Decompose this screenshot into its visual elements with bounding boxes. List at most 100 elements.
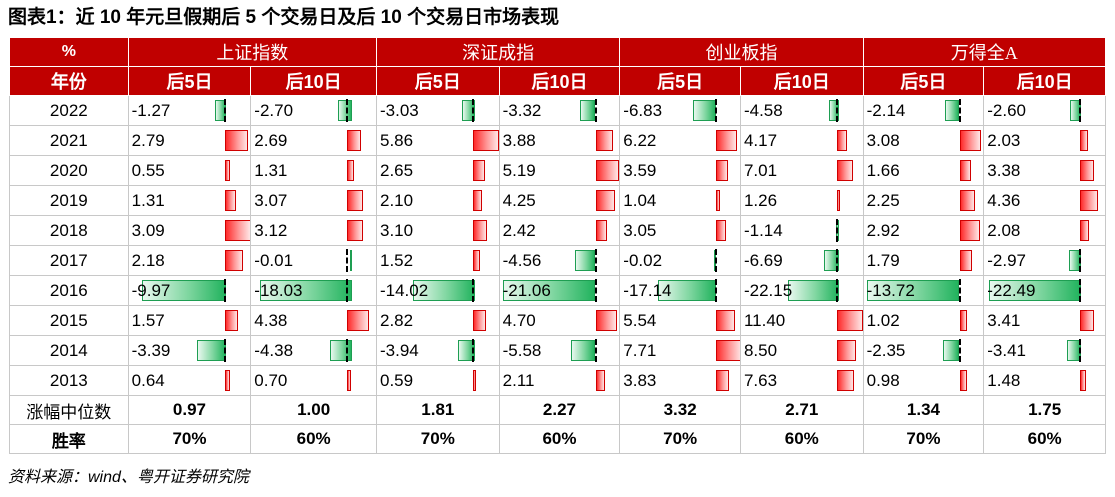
value-cell: 2.65 <box>375 155 500 186</box>
value-label: 1.79 <box>866 251 900 270</box>
value-label: -21.06 <box>502 281 551 300</box>
value-label: 4.17 <box>743 131 778 150</box>
value-cell: 1.02 <box>862 305 985 336</box>
value-cell: 4.70 <box>498 305 621 336</box>
positive-data-bar <box>836 130 847 151</box>
value-cell: 1.66 <box>862 155 985 186</box>
value-cell: 2.82 <box>375 305 500 336</box>
bar-axis-line <box>594 249 597 272</box>
value-cell: 1.48 <box>983 365 1106 396</box>
winrate-row: 胜率 70% 60% 70% 60% 70% 60% 70% 60% <box>9 424 1106 454</box>
positive-data-bar <box>595 130 613 151</box>
winrate-value: 60% <box>498 424 621 454</box>
value-cell: -6.83 <box>619 95 741 126</box>
value-label: 4.70 <box>502 311 536 330</box>
value-label: 2.92 <box>866 221 900 240</box>
value-label: 3.05 <box>623 221 657 240</box>
value-label: 4.38 <box>254 311 288 330</box>
year-cell: 2017 <box>9 245 129 276</box>
value-label: 5.86 <box>379 131 414 150</box>
value-label: 5.19 <box>502 161 536 180</box>
value-label: 3.12 <box>254 221 288 240</box>
bar-axis-line <box>958 339 961 362</box>
value-label: 2.82 <box>379 311 414 330</box>
median-value: 2.71 <box>739 395 864 425</box>
value-cell: -4.56 <box>498 245 621 276</box>
value-cell: 4.36 <box>983 185 1106 216</box>
value-label: 2.65 <box>379 161 414 180</box>
positive-data-bar <box>595 370 605 391</box>
value-label: -2.97 <box>987 251 1027 270</box>
positive-data-bar <box>959 370 967 391</box>
value-cell: 2.10 <box>375 185 500 216</box>
positive-data-bar <box>224 250 243 271</box>
value-cell: 1.26 <box>739 185 864 216</box>
bar-axis-line <box>471 339 474 362</box>
positive-data-bar <box>595 190 615 211</box>
winrate-value: 60% <box>983 424 1106 454</box>
value-label: 0.70 <box>254 371 288 390</box>
year-cell: 2014 <box>9 335 129 366</box>
bar-axis-line <box>1079 339 1082 362</box>
positive-data-bar <box>1080 310 1095 331</box>
value-label: 3.59 <box>623 161 657 180</box>
value-label: -18.03 <box>254 281 303 300</box>
value-label: 0.55 <box>131 161 165 180</box>
period-header: 后5日 <box>862 66 985 96</box>
median-value: 1.75 <box>983 395 1106 425</box>
year-cell: 2021 <box>9 125 129 156</box>
value-label: 2.25 <box>866 191 900 210</box>
value-label: -13.72 <box>866 281 915 300</box>
value-label: -3.32 <box>502 101 542 120</box>
value-label: -22.15 <box>743 281 793 300</box>
positive-data-bar <box>1080 190 1099 211</box>
positive-data-bar <box>347 130 362 151</box>
positive-data-bar <box>347 310 370 331</box>
positive-data-bar <box>472 130 499 151</box>
positive-data-bar <box>347 220 364 241</box>
value-cell: -3.03 <box>375 95 500 126</box>
value-label: 3.88 <box>502 131 536 150</box>
positive-data-bar <box>836 340 856 361</box>
positive-data-bar <box>224 310 238 331</box>
year-cell: 2016 <box>9 275 129 306</box>
value-cell: -3.94 <box>375 335 500 366</box>
group-header: 上证指数 <box>127 37 377 67</box>
bar-axis-line <box>1079 249 1082 272</box>
winrate-value: 70% <box>127 424 252 454</box>
value-label: 5.54 <box>623 311 657 330</box>
winrate-value: 70% <box>375 424 500 454</box>
bar-axis-line <box>346 99 349 122</box>
positive-data-bar <box>595 220 607 241</box>
value-label: -3.41 <box>987 341 1027 360</box>
period-header: 后10日 <box>498 66 621 96</box>
period-header: 后5日 <box>619 66 741 96</box>
positive-data-bar <box>472 190 482 211</box>
value-label: 0.98 <box>866 371 900 390</box>
negative-data-bar <box>461 100 475 121</box>
bar-axis-line <box>835 99 838 122</box>
value-label: -22.49 <box>987 281 1036 300</box>
value-cell: -3.32 <box>498 95 621 126</box>
bar-axis-line <box>223 279 226 302</box>
negative-data-bar <box>215 100 227 121</box>
group-header: 创业板指 <box>619 37 864 67</box>
value-cell: 3.12 <box>250 215 377 246</box>
value-cell: -13.72 <box>862 275 985 306</box>
value-label: 4.25 <box>502 191 536 210</box>
positive-data-bar <box>347 370 352 391</box>
value-cell: -14.02 <box>375 275 500 306</box>
positive-data-bar <box>836 160 853 181</box>
value-label: -6.69 <box>743 251 783 270</box>
value-cell: 1.52 <box>375 245 500 276</box>
table-row: 2022 -1.27 -2.70 -3.03 -3.32 -6.83 -4.58 -2.14 -… <box>9 95 1106 126</box>
bar-axis-line <box>835 219 838 242</box>
year-cell: 2013 <box>9 365 129 396</box>
group-header: 深证成指 <box>375 37 621 67</box>
median-value: 0.97 <box>127 395 252 425</box>
value-cell: -5.58 <box>498 335 621 366</box>
value-label: 2.11 <box>502 371 535 390</box>
bar-axis-line <box>715 99 718 122</box>
value-cell: 3.41 <box>983 305 1106 336</box>
value-cell: -3.39 <box>127 335 252 366</box>
